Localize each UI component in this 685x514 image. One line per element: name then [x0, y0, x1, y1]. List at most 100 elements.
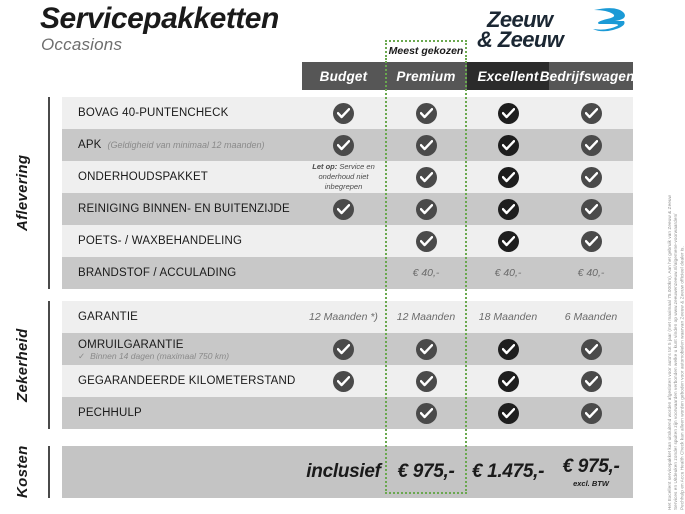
- check-circle-icon: [580, 338, 602, 360]
- check-circle-icon: [580, 134, 602, 156]
- cell-budget: Let op: Service en onderhoud niet inbegr…: [302, 161, 385, 193]
- check-circle-icon: [415, 230, 437, 252]
- table-row: POETS- / WAXBEHANDELING: [62, 225, 633, 257]
- check-circle-icon: [580, 166, 602, 188]
- most-chosen-badge: Meest gekozen: [385, 40, 467, 60]
- section-divider: [48, 301, 50, 429]
- check-circle-icon: [415, 102, 437, 124]
- row-label: POETS- / WAXBEHANDELING: [78, 225, 242, 257]
- cell-budget: [302, 365, 385, 397]
- cell-excellent: 18 Maanden: [467, 301, 549, 333]
- swoosh-icon: [593, 8, 625, 32]
- check-circle-icon: [415, 134, 437, 156]
- section-divider: [48, 97, 50, 289]
- cell-value: 6 Maanden: [564, 311, 618, 323]
- check-circle-icon: [415, 402, 437, 424]
- cell-value: € 40,-: [494, 267, 522, 279]
- price-value: € 1.475,-: [471, 461, 545, 482]
- price-premium: € 975,-: [385, 446, 467, 498]
- page-title: Servicepakketten: [40, 2, 279, 35]
- price-bedrijfswagens: € 975,- excl. BTW: [549, 446, 633, 498]
- brand-logo: Zeeuw & Zeeuw: [477, 8, 627, 54]
- cell-premium: [385, 161, 467, 193]
- cell-premium: [385, 225, 467, 257]
- logo-line-1: Zeeuw: [487, 7, 553, 32]
- table-row: PECHHULP: [62, 397, 633, 429]
- check-circle-icon: [497, 102, 519, 124]
- column-header-bedrijfswagens[interactable]: Bedrijfswagens: [540, 62, 642, 90]
- cell-value: 12 Maanden *): [309, 311, 378, 323]
- check-circle-icon: [580, 370, 602, 392]
- check-circle-icon: [333, 102, 354, 124]
- table-row: APK (Geldigheid van minimaal 12 maanden): [62, 129, 633, 161]
- cell-bedrijfswagens: [549, 161, 633, 193]
- cell-bedrijfswagens: 6 Maanden: [549, 301, 633, 333]
- check-circle-icon: [415, 338, 437, 360]
- cell-premium: [385, 193, 467, 225]
- cell-budget: [302, 333, 385, 365]
- check-circle-icon: [580, 102, 602, 124]
- check-circle-icon: [415, 370, 437, 392]
- cell-bedrijfswagens: [549, 97, 633, 129]
- row-label-text: BRANDSTOF / ACCULADING: [78, 267, 237, 279]
- cell-excellent: € 40,-: [467, 257, 549, 289]
- table-row: OMRUILGARANTIE ✓ Binnen 14 dagen (maximaal…: [62, 333, 633, 365]
- section-label-zekerheid: Zekerheid: [14, 328, 31, 402]
- row-label: OMRUILGARANTIE: [78, 333, 184, 371]
- check-circle-icon: [333, 338, 354, 360]
- row-label: ONDERHOUDSPAKKET: [78, 161, 208, 193]
- cell-budget: 12 Maanden *): [302, 301, 385, 333]
- table-row: GARANTIE 12 Maanden *) 12 Maanden 18 Maande…: [62, 301, 633, 333]
- cell-bedrijfswagens: € 40,-: [549, 257, 633, 289]
- price-value: inclusief: [306, 461, 381, 482]
- section-label-aflevering: Aflevering: [14, 154, 31, 232]
- row-label-text: BOVAG 40-PUNTENCHECK: [78, 107, 229, 119]
- price-value: € 975,-: [562, 456, 620, 477]
- row-label-text: PECHHULP: [78, 407, 142, 419]
- cell-bedrijfswagens: [549, 397, 633, 429]
- row-label-text: APK: [78, 139, 102, 151]
- disclaimer-block: Het Excellent servicepakket kan uitsluit…: [667, 60, 685, 510]
- cell-premium: [385, 397, 467, 429]
- cell-premium: [385, 129, 467, 161]
- cell-premium: [385, 333, 467, 365]
- cell-premium: [385, 97, 467, 129]
- check-circle-icon: [415, 166, 437, 188]
- cell-note-strong: Let op:: [312, 162, 338, 171]
- row-label: APK (Geldigheid van minimaal 12 maanden): [78, 129, 265, 161]
- disclaimer-text: Het Excellent servicepakket kan uitsluit…: [667, 195, 685, 510]
- cell-excellent: [467, 397, 549, 429]
- price-budget: inclusief: [302, 446, 385, 498]
- check-circle-icon: [497, 198, 519, 220]
- row-label-text: GARANTIE: [78, 311, 138, 323]
- table-row: BRANDSTOF / ACCULADING € 40,- € 40,- € 40,-: [62, 257, 633, 289]
- cell-premium: [385, 365, 467, 397]
- column-header-budget[interactable]: Budget: [302, 62, 385, 90]
- row-label-text: ONDERHOUDSPAKKET: [78, 171, 208, 183]
- check-mark-icon: ✓: [78, 351, 86, 361]
- cell-bedrijfswagens: [549, 129, 633, 161]
- check-circle-icon: [497, 338, 519, 360]
- cell-budget: [302, 257, 385, 289]
- cell-bedrijfswagens: [549, 193, 633, 225]
- cell-excellent: [467, 97, 549, 129]
- cell-value: € 40,-: [412, 267, 440, 279]
- cell-budget: [302, 193, 385, 225]
- row-label: BOVAG 40-PUNTENCHECK: [78, 97, 228, 129]
- row-label: REINIGING BINNEN- EN BUITENZIJDE: [78, 193, 290, 225]
- cell-excellent: [467, 225, 549, 257]
- page-header: Servicepakketten Occasions Zeeuw & Zeeuw: [0, 0, 685, 58]
- cell-note-text: Service en onderhoud niet inbegrepen: [318, 162, 375, 191]
- cell-premium: € 40,-: [385, 257, 467, 289]
- table-row: GEGARANDEERDE KILOMETERSTAND: [62, 365, 633, 397]
- cell-excellent: [467, 193, 549, 225]
- cell-excellent: [467, 365, 549, 397]
- cell-excellent: [467, 161, 549, 193]
- price-excellent: € 1.475,-: [467, 446, 549, 498]
- row-label: BRANDSTOF / ACCULADING: [78, 257, 236, 289]
- check-circle-icon: [497, 370, 519, 392]
- column-header-premium[interactable]: Premium: [385, 62, 467, 90]
- table-row: BOVAG 40-PUNTENCHECK: [62, 97, 633, 129]
- column-header-excellent[interactable]: Excellent: [467, 62, 549, 90]
